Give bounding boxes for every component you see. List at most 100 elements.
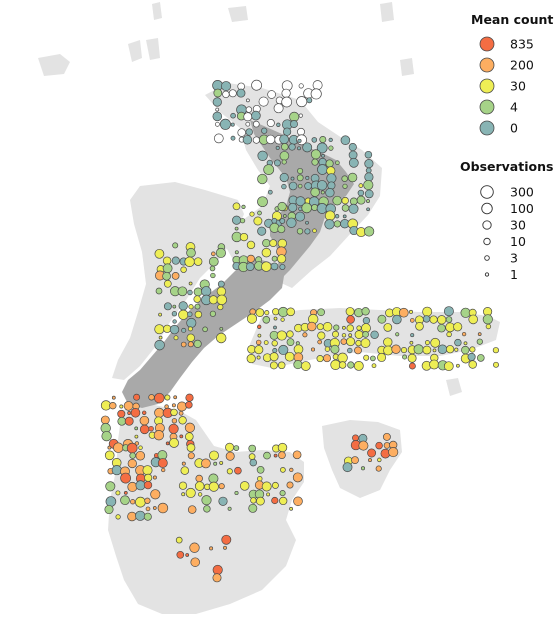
survey-marker [172,304,177,309]
survey-marker [187,311,193,317]
survey-marker [115,490,121,496]
survey-marker [342,183,348,189]
survey-marker [135,450,146,461]
survey-marker [145,506,151,512]
survey-marker [317,331,326,340]
survey-marker [217,304,224,311]
survey-marker [265,134,276,145]
survey-marker [304,228,311,235]
survey-marker [176,401,187,412]
survey-marker [225,442,235,452]
survey-marker [277,254,287,264]
legend-observations-title: Observations [460,159,553,174]
survey-marker [351,456,359,464]
survey-marker [245,128,253,136]
survey-marker [342,462,353,473]
survey-marker [251,79,262,91]
survey-marker [342,214,347,219]
survey-marker [430,337,441,348]
survey-marker [346,337,356,347]
survey-marker [277,225,286,234]
survey-marker [256,355,261,360]
survey-marker [217,280,225,288]
legend-observation-label: 10 [510,234,526,249]
survey-marker [295,211,306,222]
survey-marker [383,345,394,356]
survey-marker [469,346,476,353]
survey-marker [213,133,224,144]
survey-marker [117,416,127,426]
survey-marker [193,287,203,297]
survey-marker [190,557,200,567]
survey-marker [366,199,370,204]
survey-marker [193,257,203,266]
survey-marker [364,172,374,182]
survey-marker [262,316,271,324]
survey-marker [328,145,334,151]
survey-marker [135,496,146,508]
survey-marker [173,335,179,341]
survey-marker [257,150,268,161]
survey-marker [173,395,178,400]
survey-marker [180,341,187,348]
survey-marker [296,174,304,182]
legend-count-swatch [479,57,495,73]
survey-marker [355,339,362,347]
survey-marker [364,189,374,199]
survey-marker [410,333,415,338]
survey-marker [248,453,256,460]
land-south-island [122,258,284,408]
survey-marker [340,338,348,345]
legend-mean-count: Mean count 835 200 30 4 0 [471,12,553,136]
survey-marker [485,323,492,330]
survey-marker [255,308,265,317]
survey-marker [347,361,355,369]
survey-marker [230,112,236,119]
survey-marker [171,418,178,424]
survey-marker [127,458,137,469]
survey-marker [246,254,255,263]
legend-observation-label: 100 [510,201,534,216]
survey-marker [153,430,165,441]
legend-observation-label: 30 [510,218,526,233]
survey-marker [232,202,241,211]
survey-marker [127,411,132,415]
survey-marker [246,240,256,250]
survey-marker [267,90,276,99]
survey-marker [203,505,211,513]
survey-marker [443,306,454,317]
survey-marker [363,179,374,191]
survey-marker [241,204,246,210]
survey-marker [357,189,365,197]
survey-marker [222,90,230,99]
survey-marker [310,187,320,197]
survey-marker [271,340,278,347]
survey-marker [324,210,336,221]
survey-marker [273,453,278,458]
survey-marker [312,228,317,233]
survey-marker [388,447,399,458]
survey-marker [127,481,138,492]
survey-marker [135,480,146,491]
survey-marker [185,487,196,498]
survey-marker [321,153,325,158]
survey-marker [281,159,287,165]
survey-marker [257,196,268,208]
survey-marker [360,338,371,348]
survey-marker [319,136,327,143]
survey-marker [383,323,393,332]
survey-marker [297,167,304,175]
survey-marker [158,312,162,317]
survey-marker [216,286,227,297]
survey-marker [437,323,446,333]
survey-marker [283,127,292,136]
survey-marker [269,352,279,362]
survey-marker [367,448,377,458]
survey-marker [402,354,408,360]
legend-count-label: 4 [510,100,518,115]
survey-marker [228,89,237,98]
survey-marker [157,458,168,468]
survey-marker [212,573,222,583]
